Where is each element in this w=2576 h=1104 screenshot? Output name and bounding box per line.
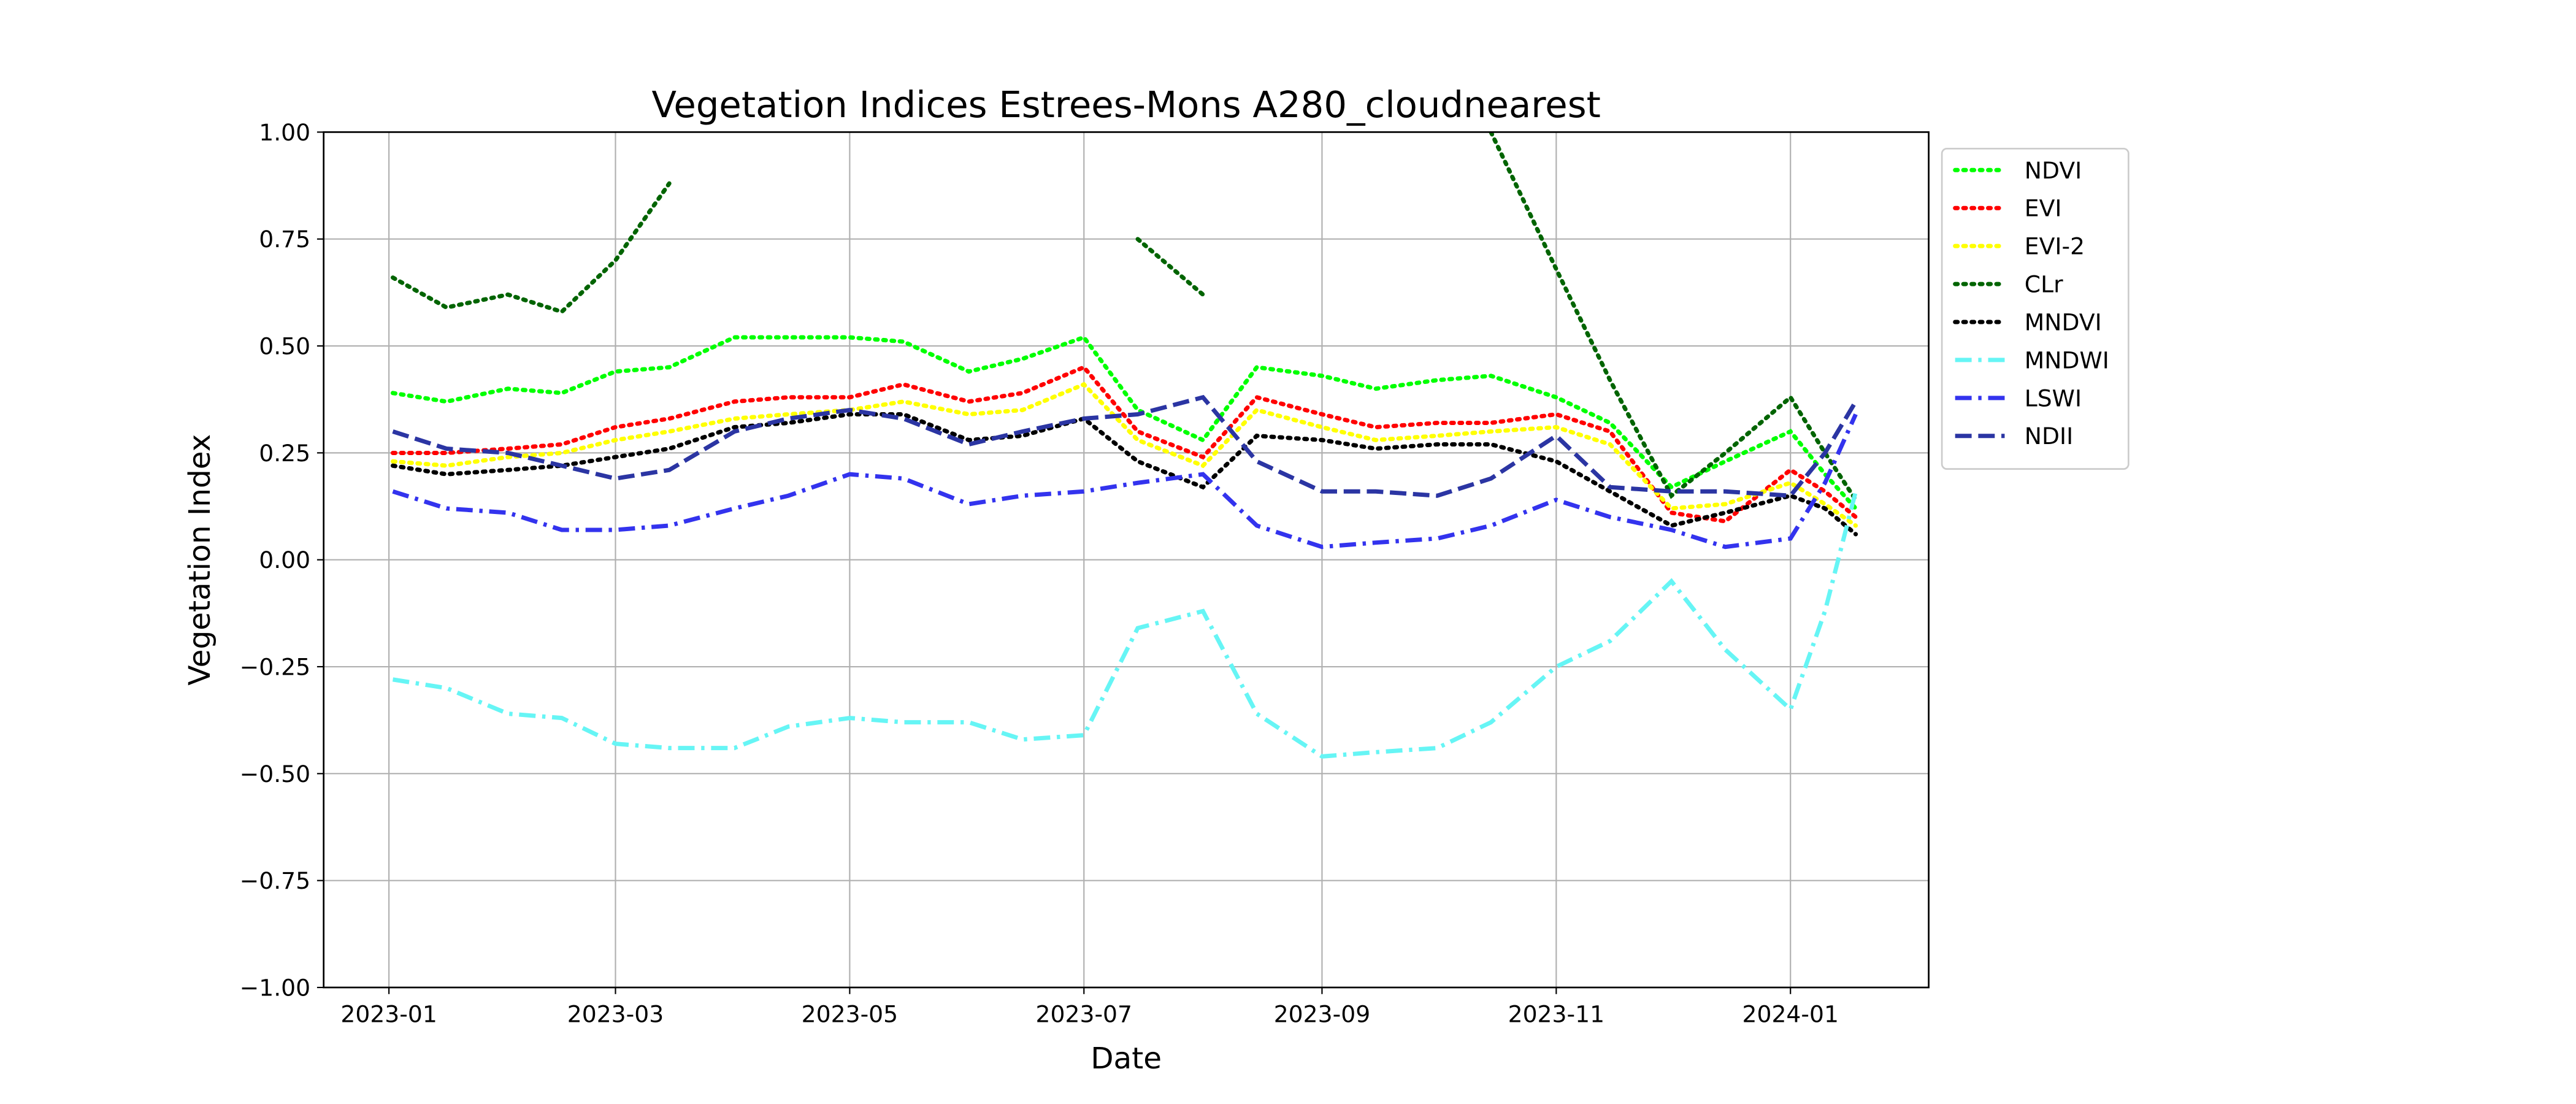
chart-title: Vegetation Indices Estrees-Mons A280_clo… — [651, 83, 1600, 126]
y-tick-label: −1.00 — [240, 974, 310, 1001]
legend-box — [1941, 147, 2129, 470]
legend-label: LSWI — [2025, 385, 2082, 412]
legend-label: MNDVI — [2025, 309, 2102, 335]
data-line — [392, 491, 1858, 759]
legend-label: EVI — [2025, 195, 2062, 222]
legend: NDVI EVI EVI-2 CLr MNDVI MNDWI LSWI NDII — [1941, 147, 2129, 470]
data-line — [392, 413, 1858, 550]
legend-label: NDII — [2025, 423, 2073, 450]
x-tick-label: 2023-05 — [802, 1001, 898, 1028]
y-tick-label: −0.75 — [240, 867, 310, 894]
plot-frame — [323, 131, 1930, 989]
y-tick-label: 1.00 — [259, 119, 310, 146]
x-tick-label: 2023-03 — [567, 1001, 664, 1028]
plot-area — [391, 132, 1858, 759]
y-tick-label: 0.25 — [259, 440, 310, 467]
x-tick-label: 2023-01 — [340, 1001, 437, 1028]
data-line — [391, 334, 1858, 511]
y-tick-label: −0.25 — [240, 653, 310, 680]
legend-label: EVI-2 — [2025, 233, 2085, 260]
y-tick-label: −0.50 — [240, 761, 310, 788]
legend-label: NDVI — [2025, 157, 2082, 184]
legend-label: MNDWI — [2025, 347, 2109, 374]
x-tick-label: 2024-01 — [1742, 1001, 1839, 1028]
data-line — [391, 381, 1858, 528]
x-tick-label: 2023-09 — [1274, 1001, 1370, 1028]
y-tick-label: 0.75 — [259, 226, 310, 253]
data-line — [391, 412, 1858, 537]
x-axis-label: Date — [1091, 1041, 1162, 1076]
legend-label: CLr — [2025, 271, 2063, 298]
y-tick-label: 0.00 — [259, 546, 310, 573]
data-line — [392, 394, 1858, 498]
x-tick-label: 2023-11 — [1508, 1001, 1604, 1028]
y-tick-label: 0.50 — [259, 333, 310, 360]
y-axis-label: Vegetation Index — [183, 434, 217, 686]
data-line — [391, 132, 1858, 502]
x-tick-label: 2023-07 — [1036, 1001, 1132, 1028]
